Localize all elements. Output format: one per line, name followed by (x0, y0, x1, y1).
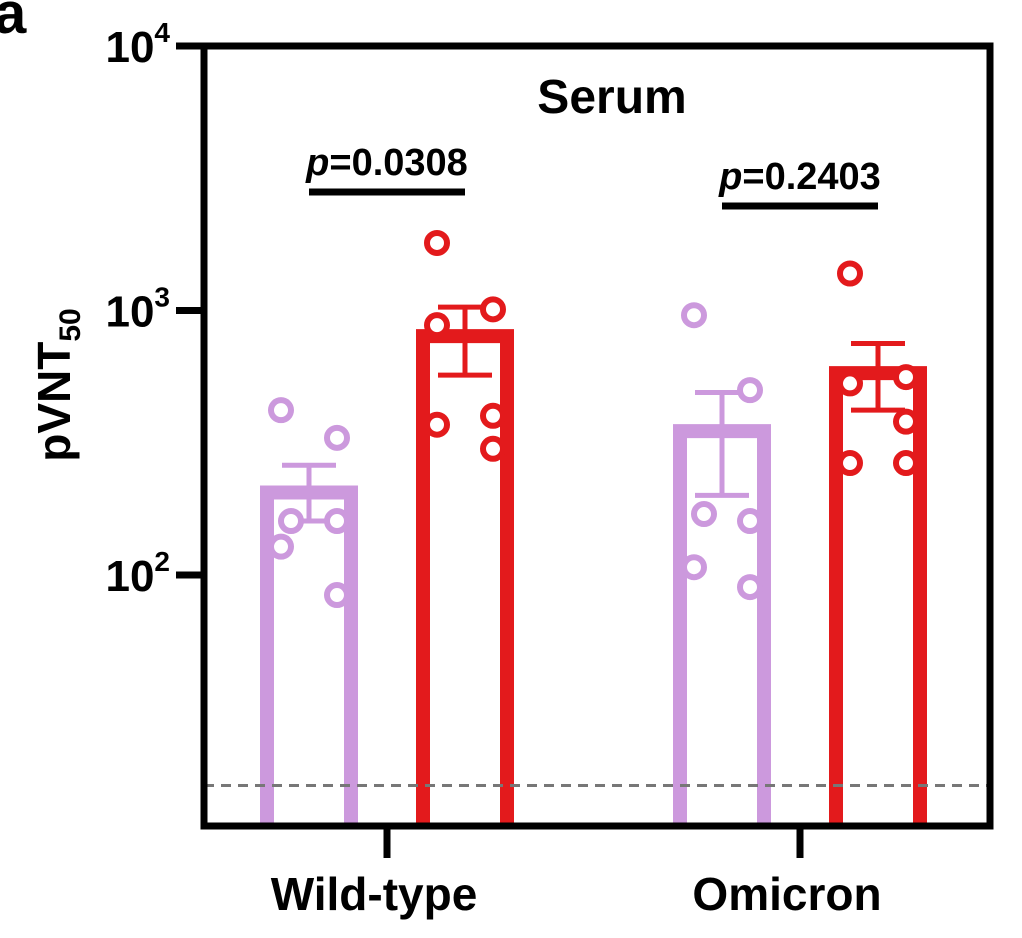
data-point-wild-type-series-2 (480, 296, 506, 323)
y-tick-base: 10 (105, 552, 154, 601)
bars-layer (260, 329, 927, 826)
y-axis-label: pVNT50 (28, 308, 87, 461)
data-point-wild-type-series-1 (268, 533, 294, 560)
data-point-omicron-series-1 (737, 377, 763, 404)
y-tick-label-1000: 103 (105, 282, 170, 337)
data-point-omicron-series-1 (737, 574, 763, 601)
y-tick-base: 10 (105, 23, 154, 72)
p-value: =0.2403 (742, 156, 880, 198)
y-axis-label-main: pVNT (28, 342, 80, 462)
data-point-wild-type-series-1 (324, 508, 350, 535)
data-point-omicron-series-2 (893, 364, 919, 391)
data-point-omicron-series-2 (893, 450, 919, 477)
y-tick-exponent: 3 (154, 282, 170, 313)
data-point-wild-type-series-2 (424, 312, 450, 339)
p-value-label-wild-type: p=0.0308 (305, 142, 468, 184)
p-symbol: p (305, 142, 329, 184)
bar-omicron-series-2 (829, 366, 927, 826)
plot-frame (200, 42, 994, 830)
data-point-omicron-series-1 (691, 501, 717, 528)
y-tick-exponent: 4 (154, 17, 170, 48)
data-point-wild-type-series-2 (424, 411, 450, 438)
data-point-wild-type-series-1 (324, 582, 350, 609)
data-point-wild-type-series-2 (480, 435, 506, 462)
data-point-omicron-series-1 (681, 302, 707, 329)
x-tick-label-omicron: Omicron (692, 868, 881, 920)
data-point-omicron-series-1 (737, 508, 763, 535)
x-tick-label-wild-type: Wild-type (271, 868, 478, 920)
data-point-wild-type-series-2 (480, 402, 506, 429)
error-bars-layer (282, 304, 905, 524)
data-point-wild-type-series-1 (324, 424, 350, 451)
data-point-wild-type-series-2 (424, 229, 450, 256)
panel-letter: a (0, 0, 27, 46)
data-point-wild-type-series-1 (278, 508, 304, 535)
y-tick-exponent: 2 (154, 546, 170, 577)
y-axis-label-subscript: 50 (54, 308, 87, 341)
points-layer (268, 229, 919, 609)
p-value-label-omicron: p=0.2403 (718, 156, 881, 198)
data-point-wild-type-series-1 (268, 397, 294, 424)
data-point-omicron-series-1 (681, 554, 707, 581)
comparisons-layer: p=0.0308 p=0.2403 (305, 142, 881, 210)
p-value: =0.0308 (329, 142, 467, 184)
data-point-omicron-series-2 (837, 450, 863, 477)
y-tick-label-100: 102 (105, 546, 170, 601)
y-tick-label-10000: 104 (105, 17, 170, 72)
data-point-omicron-series-2 (837, 370, 863, 397)
y-tick-base: 10 (105, 288, 154, 337)
p-symbol: p (718, 156, 742, 198)
data-point-omicron-series-2 (837, 260, 863, 287)
chart-title: Serum (537, 71, 686, 124)
data-point-omicron-series-2 (893, 408, 919, 435)
